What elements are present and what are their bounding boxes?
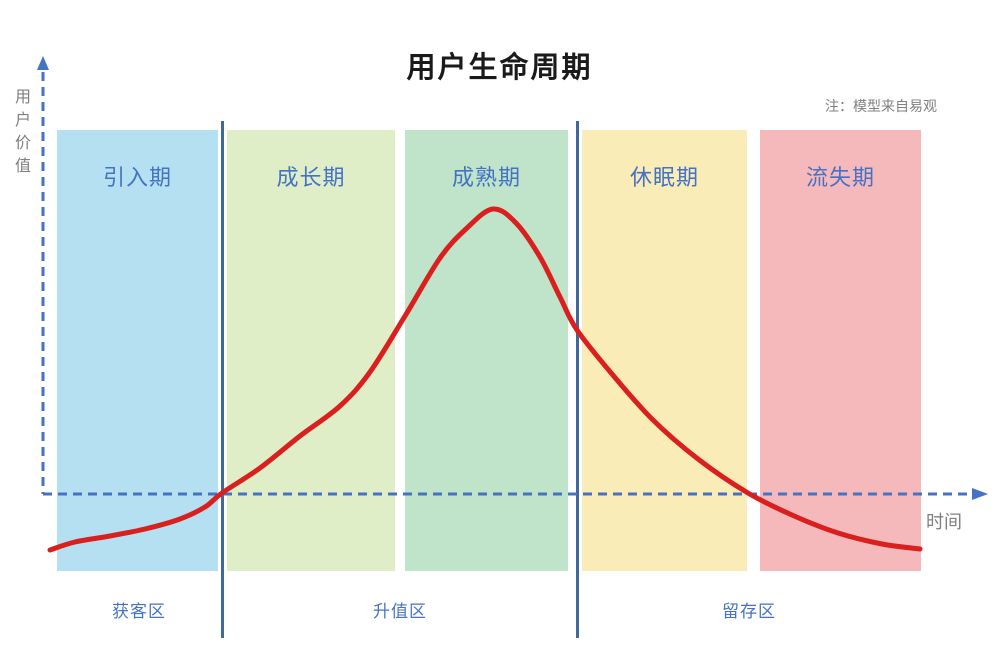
zone-label: 升值区 xyxy=(373,602,427,621)
x-axis-label: 时间 xyxy=(926,512,962,532)
chart-title: 用户生命周期 xyxy=(406,52,593,84)
stage-label: 休眠期 xyxy=(629,165,699,190)
source-note: 注：模型来自易观 xyxy=(825,98,937,114)
stage-label: 成熟期 xyxy=(451,165,521,190)
stage-label: 成长期 xyxy=(276,165,346,190)
stage-label: 流失期 xyxy=(805,165,875,190)
zone-label: 留存区 xyxy=(722,602,776,621)
zone-label: 获客区 xyxy=(112,602,166,621)
stage-label: 引入期 xyxy=(102,165,172,190)
y-axis-label: 用户价值 xyxy=(12,88,29,180)
